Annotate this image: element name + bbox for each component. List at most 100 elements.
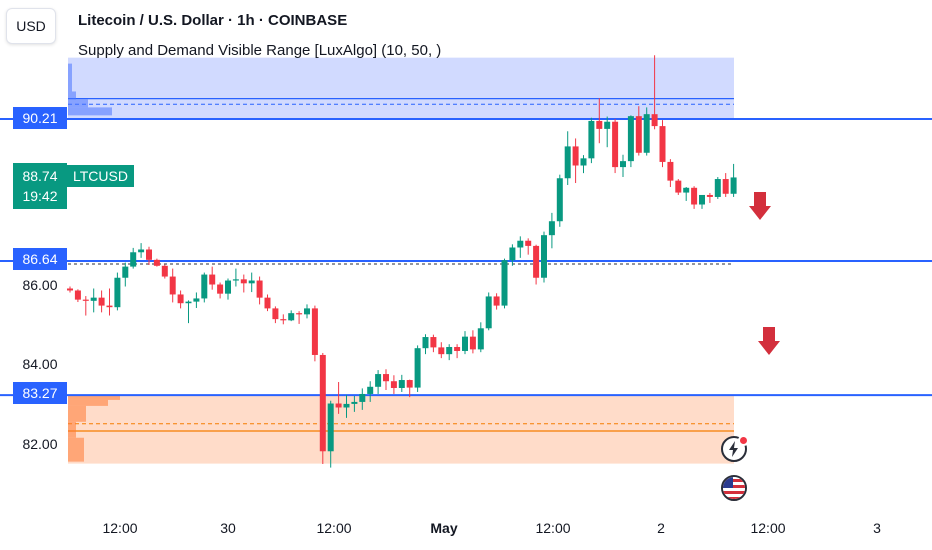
supply-zone <box>68 57 734 119</box>
demand-level-label: 83.27 <box>13 382 67 404</box>
x-tick-label: 12:00 <box>102 520 138 536</box>
candle-body <box>209 274 216 285</box>
candle-body <box>501 260 508 306</box>
supply-volume-bar <box>68 107 112 116</box>
current-price-value: 88.74 <box>22 168 58 184</box>
candle-body <box>683 187 690 193</box>
candle-body <box>153 259 160 266</box>
candle-body <box>517 240 524 248</box>
candle-body <box>572 146 579 166</box>
candle-body <box>462 336 468 351</box>
candle-body <box>264 297 271 309</box>
candle-body <box>548 221 555 236</box>
candle-body <box>643 114 650 153</box>
candle-body <box>217 284 224 294</box>
candle-body <box>280 319 287 321</box>
candle-body <box>256 280 263 298</box>
candle-body <box>493 296 500 306</box>
candle-body <box>612 121 619 168</box>
x-tick-label: 3 <box>873 520 881 536</box>
candle-body <box>588 120 595 159</box>
candle-body <box>509 247 516 261</box>
currency-button[interactable]: USD <box>6 8 56 44</box>
x-tick-label: 12:00 <box>750 520 786 536</box>
supply-level-label: 90.21 <box>13 107 67 129</box>
y-tick-label: 86.00 <box>22 277 58 293</box>
candle-body <box>580 158 587 166</box>
candle-body <box>122 266 129 278</box>
candle-body <box>74 290 81 300</box>
candle-body <box>248 280 255 284</box>
candle-body <box>667 161 674 181</box>
candle-body <box>185 301 192 304</box>
candle-body <box>651 114 658 127</box>
candle-body <box>130 252 137 267</box>
candle-body <box>714 179 721 197</box>
candle-body <box>296 313 303 315</box>
candle-body <box>311 308 318 355</box>
candle-body <box>635 116 642 153</box>
x-tick-label: 2 <box>657 520 665 536</box>
candle-body <box>525 240 532 246</box>
candle-body <box>272 308 279 320</box>
candle-body <box>351 401 358 404</box>
y-tick-label: 84.00 <box>22 356 58 372</box>
demand-zone <box>68 395 734 464</box>
candle-body <box>438 347 445 355</box>
candle-body <box>398 380 405 388</box>
candle-body <box>485 296 492 329</box>
x-tick-label: 12:00 <box>316 520 352 536</box>
demand-volume-bar <box>68 395 120 400</box>
current-price-label: 88.74 19:42 <box>13 163 67 209</box>
demand-volume-bar <box>68 399 108 406</box>
candle-body <box>722 179 729 194</box>
us-flag-event-icon[interactable] <box>721 475 747 501</box>
demand-volume-bar <box>68 421 76 438</box>
countdown-timer: 19:42 <box>22 188 58 204</box>
candle-body <box>730 177 737 194</box>
candle-body <box>138 249 145 253</box>
candle-body <box>359 393 366 402</box>
arrow-down-icon <box>758 327 780 355</box>
candle-body <box>691 187 698 205</box>
candle-body <box>177 294 184 304</box>
candle-body <box>161 265 168 277</box>
chart-title: Litecoin / U.S. Dollar · 1h · COINBASE <box>78 12 348 29</box>
supply-volume-bar <box>68 99 88 108</box>
candle-body <box>469 336 476 350</box>
x-tick-label: May <box>430 520 458 536</box>
mid-level-label: 86.64 <box>13 248 67 270</box>
candle-body <box>406 380 413 388</box>
candle-body <box>169 276 176 295</box>
candle-body <box>454 346 461 351</box>
candle-body <box>556 178 563 222</box>
supply-volume-bar <box>68 91 76 100</box>
candle-body <box>422 337 429 349</box>
candle-body <box>327 403 334 452</box>
lightning-event-icon[interactable] <box>721 435 749 462</box>
symbol-tag: LTCUSD <box>67 165 134 187</box>
candle-body <box>564 146 571 179</box>
arrow-down-icon <box>749 192 771 220</box>
x-tick-label: 12:00 <box>535 520 571 536</box>
candle-body <box>343 403 350 408</box>
candle-body <box>430 337 437 348</box>
candle-body <box>620 161 626 168</box>
candle-body <box>706 194 713 197</box>
candle-body <box>414 348 421 388</box>
candle-body <box>604 121 611 129</box>
candle-body <box>288 313 295 321</box>
candle-body <box>225 280 231 294</box>
demand-volume-bar <box>68 437 84 462</box>
candle-body <box>304 308 310 315</box>
candle-body <box>82 299 89 301</box>
candle-body <box>596 120 603 129</box>
candle-body <box>232 279 239 281</box>
candle-body <box>193 298 200 302</box>
candle-body <box>446 346 453 355</box>
indicator-label[interactable]: Supply and Demand Visible Range [LuxAlgo… <box>78 42 442 59</box>
candle-body <box>335 403 342 408</box>
candle-body <box>375 374 382 387</box>
supply-volume-bar <box>68 63 72 92</box>
